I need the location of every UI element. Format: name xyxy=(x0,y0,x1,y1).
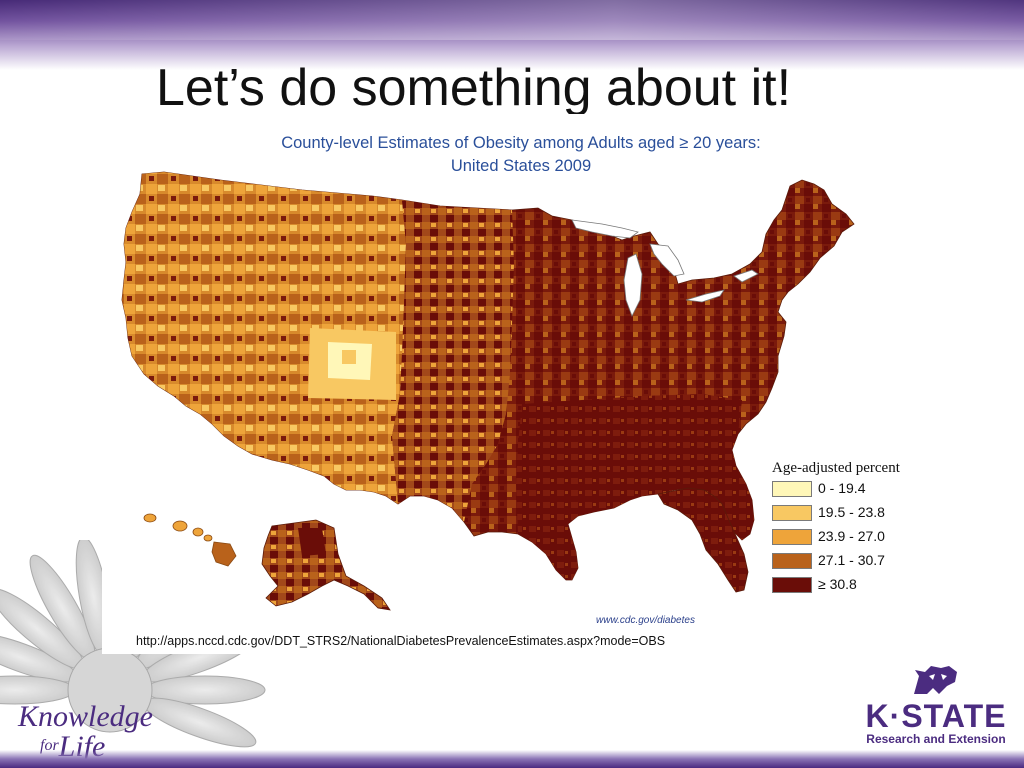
header-gradient-band xyxy=(0,0,1024,70)
map-title-line-1: County-level Estimates of Obesity among … xyxy=(281,134,761,152)
legend-item: 0 - 19.4 xyxy=(772,480,932,498)
map-region-south xyxy=(516,394,754,580)
legend-swatch xyxy=(772,577,812,593)
kstate-logo: K·STATE Research and Extension xyxy=(856,662,1016,748)
kfl-knowledge-text: Knowledge xyxy=(18,700,153,733)
legend-swatch xyxy=(772,529,812,545)
legend-swatch xyxy=(772,481,812,497)
obesity-map-figure: County-level Estimates of Obesity among … xyxy=(102,124,940,654)
kstate-wordmark: K·STATE xyxy=(865,698,1007,734)
source-url: http://apps.nccd.cdc.gov/DDT_STRS2/Natio… xyxy=(136,634,666,648)
legend-label: 0 - 19.4 xyxy=(818,480,866,496)
map-region-hawaii xyxy=(143,513,237,567)
legend-swatch xyxy=(772,553,812,569)
map-region-alaska xyxy=(261,519,391,611)
legend-item: 27.1 - 30.7 xyxy=(772,552,932,570)
map-legend: Age-adjusted percent 0 - 19.4 19.5 - 23.… xyxy=(772,460,932,600)
map-region-west xyxy=(122,172,406,504)
map-region-plains xyxy=(392,200,514,522)
legend-label: 23.9 - 27.0 xyxy=(818,528,885,544)
map-great-lakes xyxy=(571,219,639,239)
kfl-for-text: for xyxy=(40,737,59,754)
us-county-map xyxy=(121,171,855,611)
map-title-line-2: United States 2009 xyxy=(450,157,592,175)
map-region-florida xyxy=(657,487,749,593)
map-credit: www.cdc.gov/diabetes xyxy=(596,615,695,626)
legend-item: 23.9 - 27.0 xyxy=(772,528,932,546)
legend-item: ≥ 30.8 xyxy=(772,576,932,594)
legend-label: 19.5 - 23.8 xyxy=(818,504,885,520)
legend-swatch xyxy=(772,505,812,521)
powercat-icon xyxy=(914,666,957,694)
footer-gradient-band xyxy=(0,750,1024,768)
knowledge-for-life-logo: Knowledge forLife xyxy=(14,700,184,763)
map-title: County-level Estimates of Obesity among … xyxy=(102,132,940,178)
legend-label: ≥ 30.8 xyxy=(818,576,857,592)
slide-title: Let’s do something about it! xyxy=(156,62,792,114)
legend-item: 19.5 - 23.8 xyxy=(772,504,932,522)
legend-title: Age-adjusted percent xyxy=(772,460,900,476)
kstate-subtitle: Research and Extension xyxy=(866,732,1006,746)
legend-label: 27.1 - 30.7 xyxy=(818,552,885,568)
